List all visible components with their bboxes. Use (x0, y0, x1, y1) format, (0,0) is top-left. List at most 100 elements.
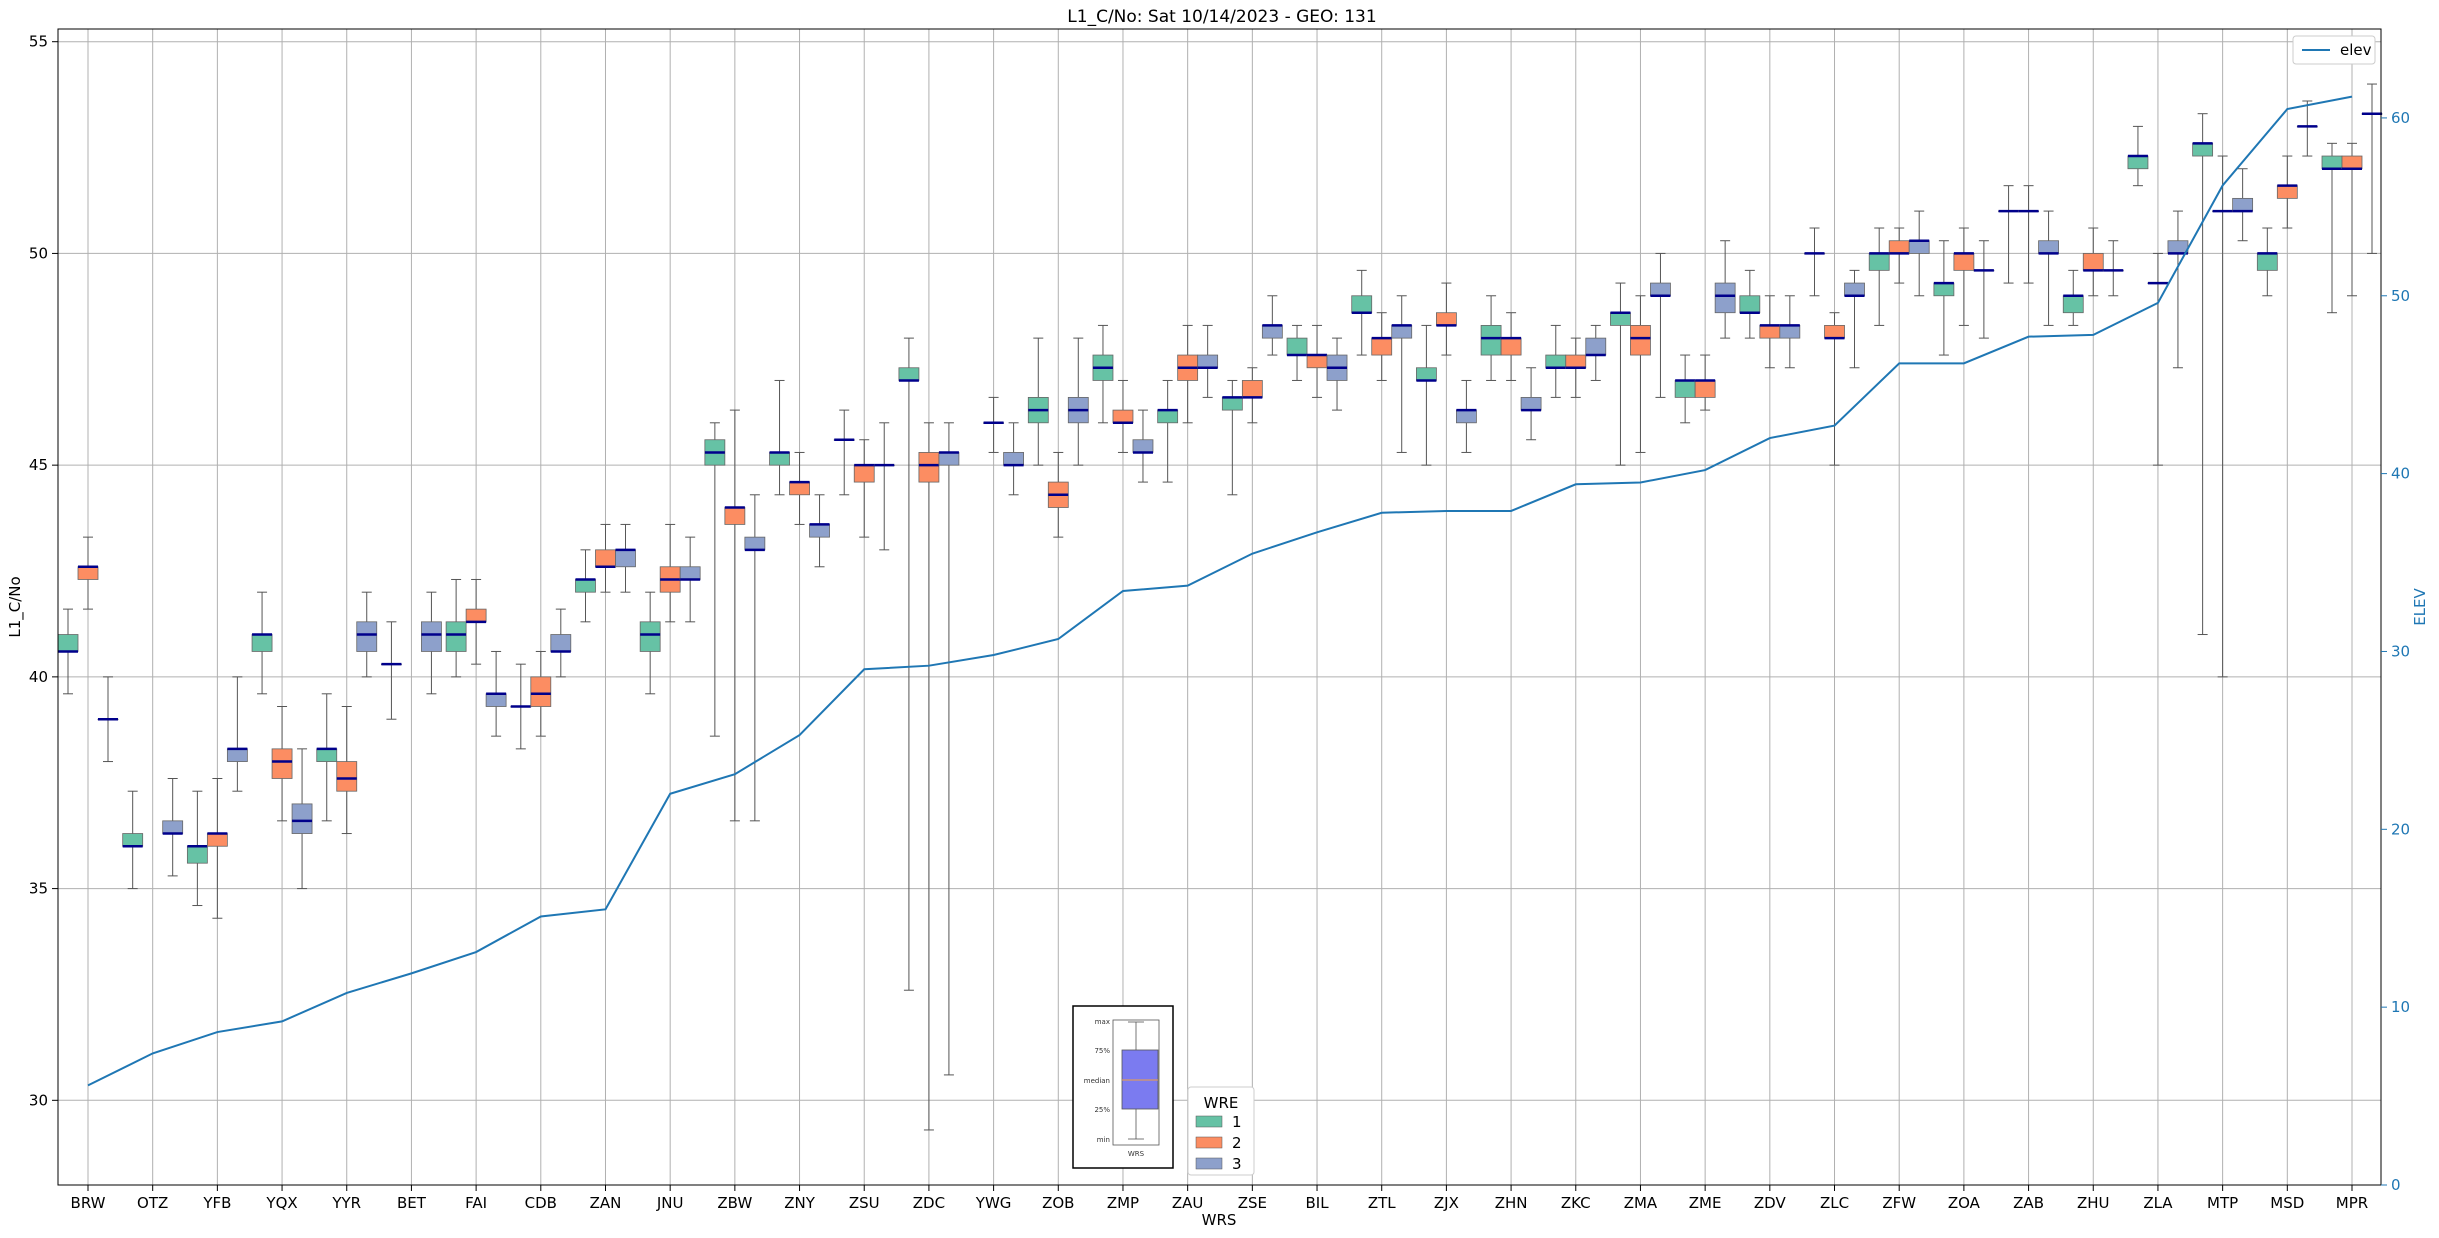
box-iqr (291, 803, 313, 834)
box-zab-wre2 (2018, 185, 2039, 284)
box-iqr (639, 621, 661, 652)
x-tick-label: OTZ (137, 1194, 168, 1212)
box-fai-wre3 (485, 650, 507, 737)
box-iqr (356, 621, 378, 652)
legend-wre-title: WRE (1204, 1094, 1239, 1112)
box-iqr (1436, 312, 1457, 326)
x-tick-label: ZOB (1042, 1194, 1074, 1212)
legend-elev: elev (2292, 35, 2376, 65)
box-ywg-wre2 (983, 396, 1004, 453)
x-tick-label: YYR (331, 1194, 361, 1212)
box-iqr (1500, 337, 1522, 356)
box-iqr (938, 452, 960, 466)
box-iqr (1868, 253, 1890, 271)
box-zfw-wre3 (1908, 210, 1930, 297)
key-label-max: max (1095, 1018, 1110, 1026)
box-iqr (2127, 155, 2149, 170)
box-zbw-wre1 (704, 422, 726, 737)
box-zmp-wre3 (1132, 409, 1154, 483)
box-zdv-wre1 (1739, 269, 1761, 339)
box-zma-wre3 (1650, 252, 1671, 398)
box-brw-wre2 (77, 536, 99, 610)
y2-tick-label: 40 (2391, 465, 2410, 483)
elev-series (87, 95, 2353, 1087)
x-tick-label: ZLA (2143, 1194, 2173, 1212)
x-tick-label: CDB (525, 1194, 557, 1212)
x-axis-title: WRS (1202, 1211, 1237, 1229)
box-iqr (1157, 409, 1179, 424)
box-iqr (1520, 396, 1542, 411)
legend-elev-label: elev (2340, 41, 2372, 59)
box-zse-wre2 (1241, 367, 1263, 424)
x-tick-label: FAI (465, 1194, 487, 1212)
legend-elev-frame (2292, 35, 2376, 65)
x-tick-label: ZTL (1368, 1194, 1396, 1212)
box-yqx-wre3 (291, 748, 313, 890)
x-axis: BRW OTZ YFB YQX YYR BET FAI CDB ZAN JNU ZBW ZNY ZSU Z… (71, 1185, 2368, 1212)
box-zfw-wre1 (1868, 227, 1890, 326)
x-tick-label: BET (397, 1194, 427, 1212)
box-zbw-wre2 (724, 409, 746, 822)
y-axis-title: L1_C/No (6, 576, 25, 637)
x-tick-label: ZDC (913, 1194, 945, 1212)
key-label-q1: 25% (1094, 1106, 1110, 1114)
box-zfw-wre2 (1888, 227, 1910, 284)
y-tick-label: 45 (29, 456, 48, 474)
box-otz-wre1 (122, 790, 144, 890)
box-zdv-wre3 (1779, 295, 1801, 369)
box-yfb-wre1 (186, 790, 208, 907)
box-zjx-wre3 (1456, 379, 1477, 453)
box-iqr (186, 845, 208, 864)
x-tick-label: BIL (1305, 1194, 1329, 1212)
box-zhu-wre1 (2062, 269, 2084, 326)
box-zbw-wre3 (744, 494, 766, 822)
box-yfb-wre2 (206, 777, 228, 919)
box-iqr (2341, 155, 2363, 170)
box-bil-wre3 (1326, 337, 1348, 411)
box-iqr (550, 634, 572, 652)
x-tick-label: ZHN (1495, 1194, 1528, 1212)
key-xlabel: WRS (1128, 1150, 1145, 1158)
box-ywg-wre3 (1003, 422, 1024, 496)
box-iqr (1739, 295, 1761, 314)
box-iqr (206, 833, 228, 847)
key-inset-axes (1112, 1019, 1160, 1146)
x-tick-label: ZJX (1434, 1194, 1459, 1212)
box-zdc-wre1 (898, 337, 920, 991)
box-iqr (2276, 185, 2298, 199)
box-jnu-wre3 (679, 536, 701, 623)
box-brw-wre3 (97, 676, 119, 763)
box-iqr (595, 549, 616, 568)
boxplot-key-inset: max 75% median 25% min WRS (1072, 1005, 1174, 1169)
box-zab-wre1 (1998, 185, 2019, 284)
y-axis-left: 30 35 40 45 50 55 (29, 33, 58, 1109)
x-tick-label: ZBW (717, 1194, 752, 1212)
x-tick-label: ZOA (1948, 1194, 1981, 1212)
box-iqr (2082, 253, 2104, 271)
box-iqr (1241, 380, 1263, 398)
box-iqr (1779, 325, 1801, 339)
box-iqr (1844, 282, 1865, 297)
box-yqx-wre2 (271, 706, 293, 822)
box-iqr (615, 549, 636, 568)
box-iqr (1824, 325, 1845, 339)
box-ztl-wre1 (1351, 269, 1373, 356)
box-iqr (445, 621, 467, 652)
box-zob-wre1 (1027, 337, 1049, 466)
y2-tick-label: 0 (2391, 1176, 2401, 1194)
x-tick-label: ZMA (1624, 1194, 1658, 1212)
box-zsu-wre1 (833, 409, 855, 496)
box-iqr (336, 761, 358, 792)
box-mpr-wre3 (2361, 83, 2383, 254)
x-tick-label: ZAB (2013, 1194, 2044, 1212)
box-zhu-wre2 (2082, 227, 2104, 297)
key-label-min: min (1097, 1136, 1110, 1144)
box-iqr (1416, 367, 1437, 381)
box-zla-wre2 (2147, 252, 2169, 466)
box-zlc-wre2 (1824, 312, 1845, 466)
box-mtp-wre2 (2212, 155, 2234, 678)
box-zla-wre1 (2127, 125, 2149, 187)
box-jnu-wre1 (639, 591, 661, 695)
box-iqr (226, 748, 248, 762)
